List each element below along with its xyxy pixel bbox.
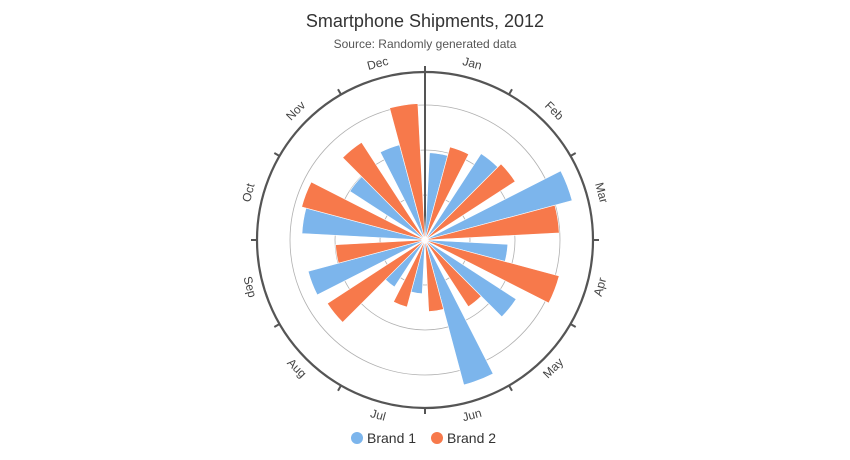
bar-brand-2-nov[interactable] bbox=[342, 141, 426, 241]
bar-brand-2-feb[interactable] bbox=[424, 163, 516, 241]
axis-tick bbox=[508, 88, 513, 96]
bar-brand-2-sep[interactable] bbox=[335, 239, 426, 264]
category-label-oct: Oct bbox=[239, 181, 258, 203]
bar-brand-2-jan[interactable] bbox=[424, 146, 470, 241]
legend-item-brand-1[interactable]: Brand 1 bbox=[351, 430, 416, 446]
legend-label-brand-1: Brand 1 bbox=[367, 430, 416, 446]
bar-brand-2-jul[interactable] bbox=[393, 239, 426, 308]
axis-tick bbox=[337, 384, 342, 392]
category-label-dec: Dec bbox=[366, 54, 390, 73]
axis-tick bbox=[569, 323, 577, 328]
bar-brand-1-may[interactable] bbox=[424, 239, 517, 318]
polar-grid bbox=[251, 66, 599, 414]
category-label-sep: Sep bbox=[240, 275, 259, 300]
legend-marker-brand-1 bbox=[351, 432, 363, 444]
bar-brand-2-mar[interactable] bbox=[424, 204, 560, 241]
bar-brand-2-aug[interactable] bbox=[326, 239, 426, 323]
bar-brand-2-dec[interactable] bbox=[389, 103, 426, 241]
axis-tick bbox=[569, 152, 577, 157]
legend-marker-brand-2 bbox=[431, 432, 443, 444]
axis-tick bbox=[273, 152, 281, 157]
category-label-nov: Nov bbox=[283, 98, 308, 123]
category-label-jul: Jul bbox=[369, 406, 387, 423]
category-label-jan: Jan bbox=[461, 54, 483, 73]
bar-brand-1-jun[interactable] bbox=[424, 239, 494, 386]
bar-brand-2-jun[interactable] bbox=[424, 239, 444, 312]
category-label-mar: Mar bbox=[592, 181, 611, 205]
legend-item-brand-2[interactable]: Brand 2 bbox=[431, 430, 496, 446]
bar-brand-1-sep[interactable] bbox=[307, 239, 426, 296]
legend: Brand 1 Brand 2 bbox=[351, 430, 496, 446]
bar-brand-2-may[interactable] bbox=[424, 239, 482, 308]
bar-brand-2-oct[interactable] bbox=[301, 181, 426, 241]
category-label-apr: Apr bbox=[591, 276, 609, 298]
bar-brand-1-mar[interactable] bbox=[424, 170, 573, 241]
axis-tick bbox=[508, 384, 513, 392]
chart-title: Smartphone Shipments, 2012 bbox=[306, 11, 544, 31]
bars bbox=[301, 103, 573, 386]
category-label-feb: Feb bbox=[542, 98, 567, 123]
legend-label-brand-2: Brand 2 bbox=[447, 430, 496, 446]
axis-tick bbox=[337, 88, 342, 96]
chart-subtitle: Source: Randomly generated data bbox=[334, 37, 517, 51]
category-label-jun: Jun bbox=[461, 406, 483, 425]
axis-tick bbox=[273, 323, 281, 328]
bar-brand-2-apr[interactable] bbox=[424, 239, 560, 304]
